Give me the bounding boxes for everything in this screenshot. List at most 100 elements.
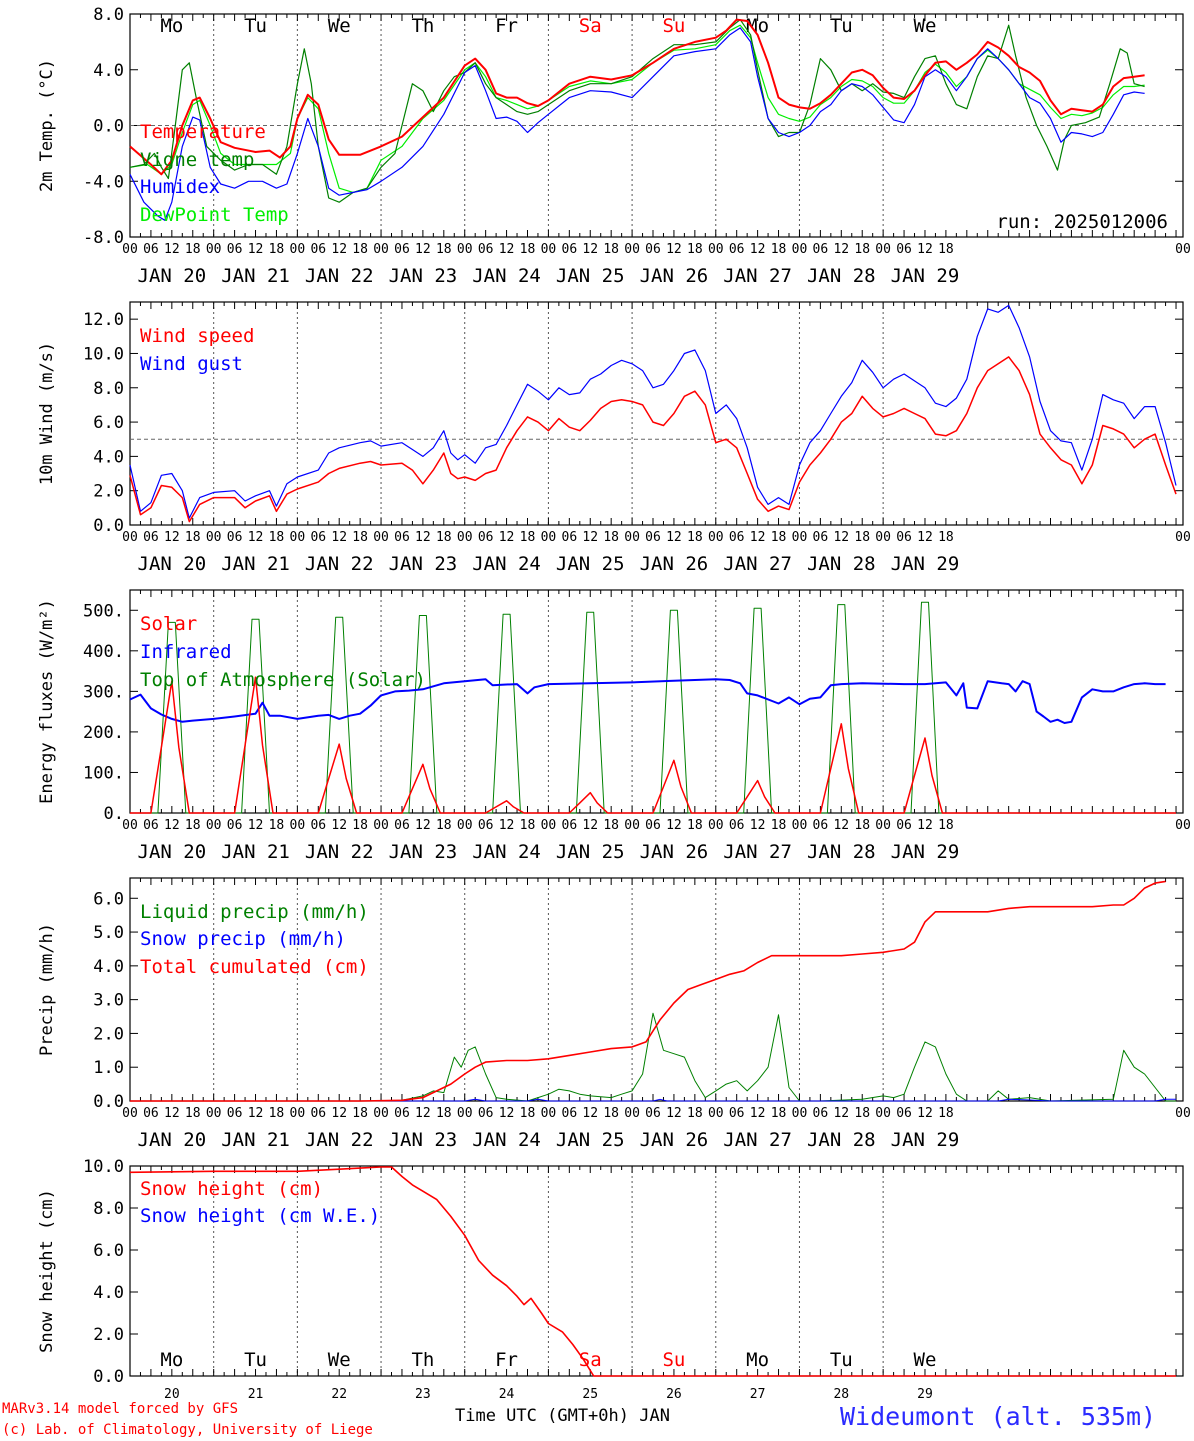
- hour-label: 06: [729, 818, 745, 833]
- hour-label: 00: [457, 818, 473, 833]
- hour-label: 18: [854, 1106, 870, 1121]
- date-label: JAN 22: [305, 1129, 374, 1151]
- hour-label: 06: [394, 242, 410, 257]
- date-label: JAN 28: [807, 553, 876, 575]
- y-tick-label: 5.0: [93, 923, 124, 943]
- hour-label: 18: [938, 242, 954, 257]
- hour-label: 06: [645, 530, 661, 545]
- hour-label: 00: [457, 242, 473, 257]
- hour-label: 12: [415, 242, 431, 257]
- hour-label: 00: [624, 530, 640, 545]
- date-label: JAN 24: [472, 265, 541, 287]
- y-axis-label: Snow height (cm): [37, 1189, 57, 1353]
- hour-label: 06: [562, 1106, 578, 1121]
- day-name-bottom: Tu: [830, 1349, 853, 1371]
- hour-label: 12: [499, 818, 515, 833]
- date-label: JAN 24: [472, 553, 541, 575]
- hour-label: 00: [624, 1106, 640, 1121]
- date-label: JAN 23: [389, 841, 458, 863]
- hour-label: 00: [290, 818, 306, 833]
- hour-label: 12: [248, 530, 264, 545]
- legend-item: Temperature: [140, 121, 266, 143]
- legend-item: Snow height (cm W.E.): [140, 1205, 380, 1227]
- time-axis-title: Time UTC (GMT+0h) JAN: [455, 1406, 670, 1426]
- date-label: JAN 23: [389, 553, 458, 575]
- hour-label: 18: [520, 1106, 536, 1121]
- date-label: JAN 28: [807, 841, 876, 863]
- hour-label: 18: [436, 530, 452, 545]
- date-label: JAN 21: [221, 841, 290, 863]
- y-tick-label: -4.0: [83, 172, 124, 192]
- hour-label: 06: [645, 242, 661, 257]
- y-tick-label: 10.0: [83, 344, 124, 364]
- hour-label: 12: [248, 1106, 264, 1121]
- hour-label: 12: [582, 242, 598, 257]
- hour-label: 00: [708, 242, 724, 257]
- y-axis-label: 10m Wind (m/s): [37, 342, 57, 485]
- hour-label: 00: [206, 1106, 222, 1121]
- panel-4: 0.0 1.0 2.0 3.0 4.0 5.0 6.0 Precip (mm/h) 00 06 12…: [37, 877, 1191, 1151]
- hour-label: 06: [227, 242, 243, 257]
- hour-label: 12: [499, 242, 515, 257]
- hour-label: 12: [415, 818, 431, 833]
- panel-3: 0. 100. 200. 300. 400. 500. Energy fluxes (W/m…: [37, 589, 1191, 863]
- day-name-top: We: [328, 15, 351, 37]
- hour-label: 18: [520, 242, 536, 257]
- y-tick-label: 8.0: [93, 379, 124, 399]
- hour-label: 00: [875, 818, 891, 833]
- legend-item: Solar: [140, 613, 197, 635]
- date-label: JAN 22: [305, 553, 374, 575]
- day-name-bottom: We: [328, 1349, 351, 1371]
- hour-label: 00: [206, 530, 222, 545]
- hour-label: 06: [729, 242, 745, 257]
- date-label: JAN 21: [221, 265, 290, 287]
- date-label: JAN 26: [640, 1129, 709, 1151]
- credit-line: (c) Lab. of Climatology, University of L…: [2, 1422, 373, 1438]
- hour-label: 06: [562, 818, 578, 833]
- date-label: JAN 29: [891, 1129, 960, 1151]
- hour-label: 18: [185, 530, 201, 545]
- plot-frame: [129, 877, 1184, 1102]
- hour-label: 18: [436, 818, 452, 833]
- legend-item: Snow precip (mm/h): [140, 928, 346, 950]
- hour-label: 06: [143, 818, 159, 833]
- date-label: JAN 27: [723, 1129, 792, 1151]
- date-label: JAN 24: [472, 1129, 541, 1151]
- date-label: JAN 29: [891, 553, 960, 575]
- hour-label: 18: [603, 818, 619, 833]
- hour-label: 12: [415, 1106, 431, 1121]
- hour-label: 00: [541, 1106, 557, 1121]
- hour-label: 00: [708, 818, 724, 833]
- legend-item: Wind gust: [140, 353, 243, 375]
- hour-label: 18: [436, 242, 452, 257]
- series-snow-precip: [130, 1098, 1176, 1102]
- hour-label: 18: [185, 1106, 201, 1121]
- hour-label: 18: [854, 242, 870, 257]
- day-name-bottom: Mo: [746, 1349, 769, 1371]
- hour-label: 18: [687, 1106, 703, 1121]
- series-temperature: [129, 18, 1145, 176]
- hour-label: 12: [750, 242, 766, 257]
- hour-label: 18: [185, 242, 201, 257]
- hour-label: 06: [813, 1106, 829, 1121]
- hour-label: 12: [917, 1106, 933, 1121]
- y-tick-label: 6.0: [93, 1241, 124, 1261]
- hour-label: 00: [792, 242, 808, 257]
- hour-label: 06: [394, 818, 410, 833]
- day-name-top: Mo: [746, 15, 769, 37]
- hour-label: 06: [227, 530, 243, 545]
- hour-label: 06: [478, 242, 494, 257]
- hour-label: 00: [122, 1106, 138, 1121]
- hour-label: 18: [352, 818, 368, 833]
- date-label: JAN 26: [640, 553, 709, 575]
- hour-label: 00: [290, 1106, 306, 1121]
- hour-label: 12: [499, 530, 515, 545]
- day-number: 26: [666, 1387, 682, 1402]
- hour-label: 12: [750, 1106, 766, 1121]
- hour-label: 18: [436, 1106, 452, 1121]
- hour-label: 06: [896, 818, 912, 833]
- day-name-bottom: Th: [411, 1349, 434, 1371]
- hour-label: 18: [687, 242, 703, 257]
- hour-label: 18: [687, 818, 703, 833]
- y-tick-label: 8.0: [93, 1199, 124, 1219]
